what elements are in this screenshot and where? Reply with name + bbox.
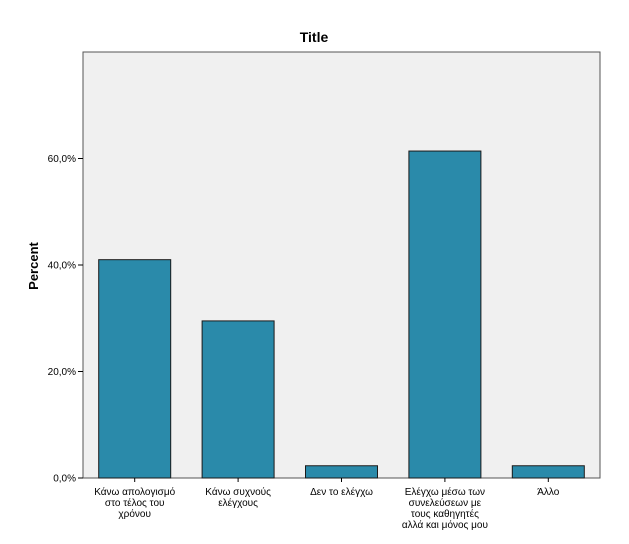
y-axis-label: Percent	[26, 241, 41, 289]
x-tick-label: Κάνω συχνούς ελέγχους	[205, 486, 271, 509]
bar	[98, 259, 172, 479]
x-tick-label: Άλλο	[537, 487, 560, 498]
chart-title: Title	[300, 29, 329, 45]
x-tick-label: Κάνω απολογισμό στο τέλος του χρόνου	[94, 486, 175, 520]
bar	[408, 150, 482, 479]
y-tick-label: 0,0%	[53, 474, 76, 485]
x-tick-label: Δεν το ελέγχω	[310, 486, 373, 498]
y-tick-label: 60,0%	[48, 154, 76, 165]
x-tick-label: Ελέγχω μέσω των συνελεύσεων με τους καθηγη…	[402, 486, 488, 531]
bar	[201, 320, 275, 479]
x-axis-labels: Κάνω απολογισμό στο τέλος του χρόνου Κάνω σ…	[94, 478, 560, 531]
y-tick-label: 20,0%	[48, 367, 76, 378]
bar	[511, 465, 585, 479]
y-tick-label: 40,0%	[48, 261, 76, 272]
y-axis-ticks: 0,0% 20,0% 40,0% 60,0%	[48, 154, 83, 485]
bar	[305, 465, 378, 479]
